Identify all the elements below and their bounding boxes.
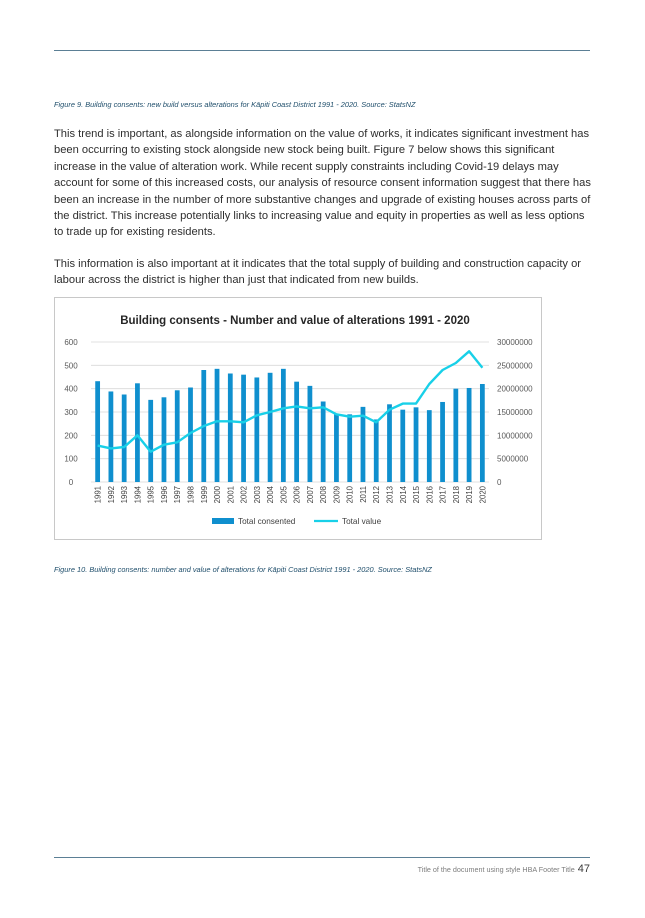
legend-label-total-consented: Total consented — [238, 517, 296, 526]
bar-total-consented — [280, 368, 286, 482]
y-tick-right: 10000000 — [497, 431, 533, 440]
page-number: 47 — [577, 863, 590, 875]
y-tick-right: 0 — [497, 478, 502, 487]
x-tick-label: 2006 — [293, 486, 302, 503]
bar-total-consented — [453, 388, 459, 482]
x-tick-label: 1993 — [120, 486, 129, 503]
bar-total-consented — [148, 399, 154, 482]
x-tick-label: 2008 — [319, 486, 328, 503]
bar-total-consented — [413, 407, 419, 482]
chart-svg: Building consents - Number and value of … — [64, 315, 533, 526]
legend-swatch-total-consented — [212, 518, 234, 524]
bar-total-consented — [161, 397, 167, 482]
bar-total-consented — [214, 368, 220, 482]
x-tick-label: 1999 — [200, 486, 209, 503]
x-tick-label: 1991 — [94, 486, 103, 503]
x-tick-label: 2011 — [359, 486, 368, 503]
x-tick-label: 2010 — [346, 485, 355, 503]
bar-total-consented — [466, 387, 472, 482]
x-tick-label: 1997 — [173, 486, 182, 503]
figure9-caption: Figure 9. Building consents: new build v… — [54, 100, 416, 109]
x-tick-label: 2002 — [240, 486, 249, 503]
bar-total-consented — [254, 377, 260, 482]
header-rule — [54, 50, 590, 51]
paragraph-1: This trend is important, as alongside in… — [54, 128, 591, 239]
x-tick-label: 2005 — [279, 485, 288, 503]
footer: Title of the document using style HBA Fo… — [418, 863, 590, 875]
figure10-caption: Figure 10. Building consents: number and… — [54, 565, 432, 574]
x-tick-label: 2004 — [266, 485, 275, 503]
bar-total-consented — [426, 410, 432, 482]
bar-total-consented — [135, 383, 140, 482]
line-total-value — [97, 350, 484, 453]
y-tick-left: 100 — [64, 455, 78, 464]
bar-total-consented — [121, 394, 127, 482]
x-tick-label: 1995 — [147, 485, 156, 503]
y-tick-left: 300 — [64, 408, 78, 417]
x-tick-label: 2018 — [452, 486, 461, 503]
x-tick-label: 2016 — [425, 486, 434, 503]
bar-total-consented — [307, 385, 313, 482]
bar-total-consented — [387, 404, 392, 482]
bar-total-consented — [108, 391, 114, 482]
x-tick-label: 1994 — [133, 485, 142, 503]
y-tick-right: 15000000 — [497, 408, 533, 417]
x-tick-label: 2013 — [386, 486, 395, 503]
x-tick-label: 2019 — [465, 486, 474, 503]
x-tick-label: 2009 — [332, 486, 341, 503]
x-tick-label: 2000 — [213, 485, 222, 503]
bar-total-consented — [347, 414, 353, 482]
x-tick-label: 2020 — [478, 485, 487, 503]
x-tick-label: 2007 — [306, 486, 315, 503]
bar-total-consented — [360, 406, 366, 482]
bar-total-consented — [334, 413, 339, 482]
y-tick-right: 5000000 — [497, 455, 529, 464]
y-tick-right: 20000000 — [497, 385, 533, 394]
x-tick-label: 2015 — [412, 485, 421, 503]
x-tick-label: 2012 — [372, 486, 381, 503]
x-tick-label: 1998 — [187, 486, 196, 503]
bar-total-consented — [320, 401, 326, 482]
bar-total-consented — [373, 419, 379, 482]
bar-total-consented — [267, 372, 273, 482]
bar-total-consented — [400, 409, 406, 482]
y-tick-right: 30000000 — [497, 338, 533, 347]
alterations-chart: Building consents - Number and value of … — [54, 297, 542, 540]
x-tick-label: 2017 — [439, 486, 448, 503]
x-tick-label: 2003 — [253, 486, 262, 503]
y-tick-left: 500 — [64, 361, 78, 370]
y-tick-left: 600 — [64, 338, 78, 347]
bar-total-consented — [294, 381, 300, 482]
paragraph-2: This information is also important at it… — [54, 258, 581, 287]
bar-total-consented — [241, 374, 246, 482]
y-tick-left: 200 — [64, 431, 78, 440]
y-tick-left: 400 — [64, 385, 78, 394]
y-tick-left: 0 — [69, 478, 74, 487]
x-tick-label: 2001 — [226, 486, 235, 503]
bar-total-consented — [95, 381, 101, 482]
x-tick-label: 1992 — [107, 486, 116, 503]
x-tick-label: 2014 — [399, 485, 408, 503]
bar-total-consented — [174, 390, 180, 482]
bar-total-consented — [227, 373, 233, 482]
legend-label-total-value: Total value — [342, 517, 382, 526]
bar-total-consented — [188, 387, 193, 482]
chart-title: Building consents - Number and value of … — [120, 315, 470, 327]
footer-title: Title of the document using style HBA Fo… — [417, 865, 575, 874]
bar-total-consented — [479, 384, 485, 482]
bar-total-consented — [440, 401, 445, 482]
footer-rule — [54, 857, 590, 858]
y-tick-right: 25000000 — [497, 361, 533, 370]
x-tick-label: 1996 — [160, 486, 169, 503]
